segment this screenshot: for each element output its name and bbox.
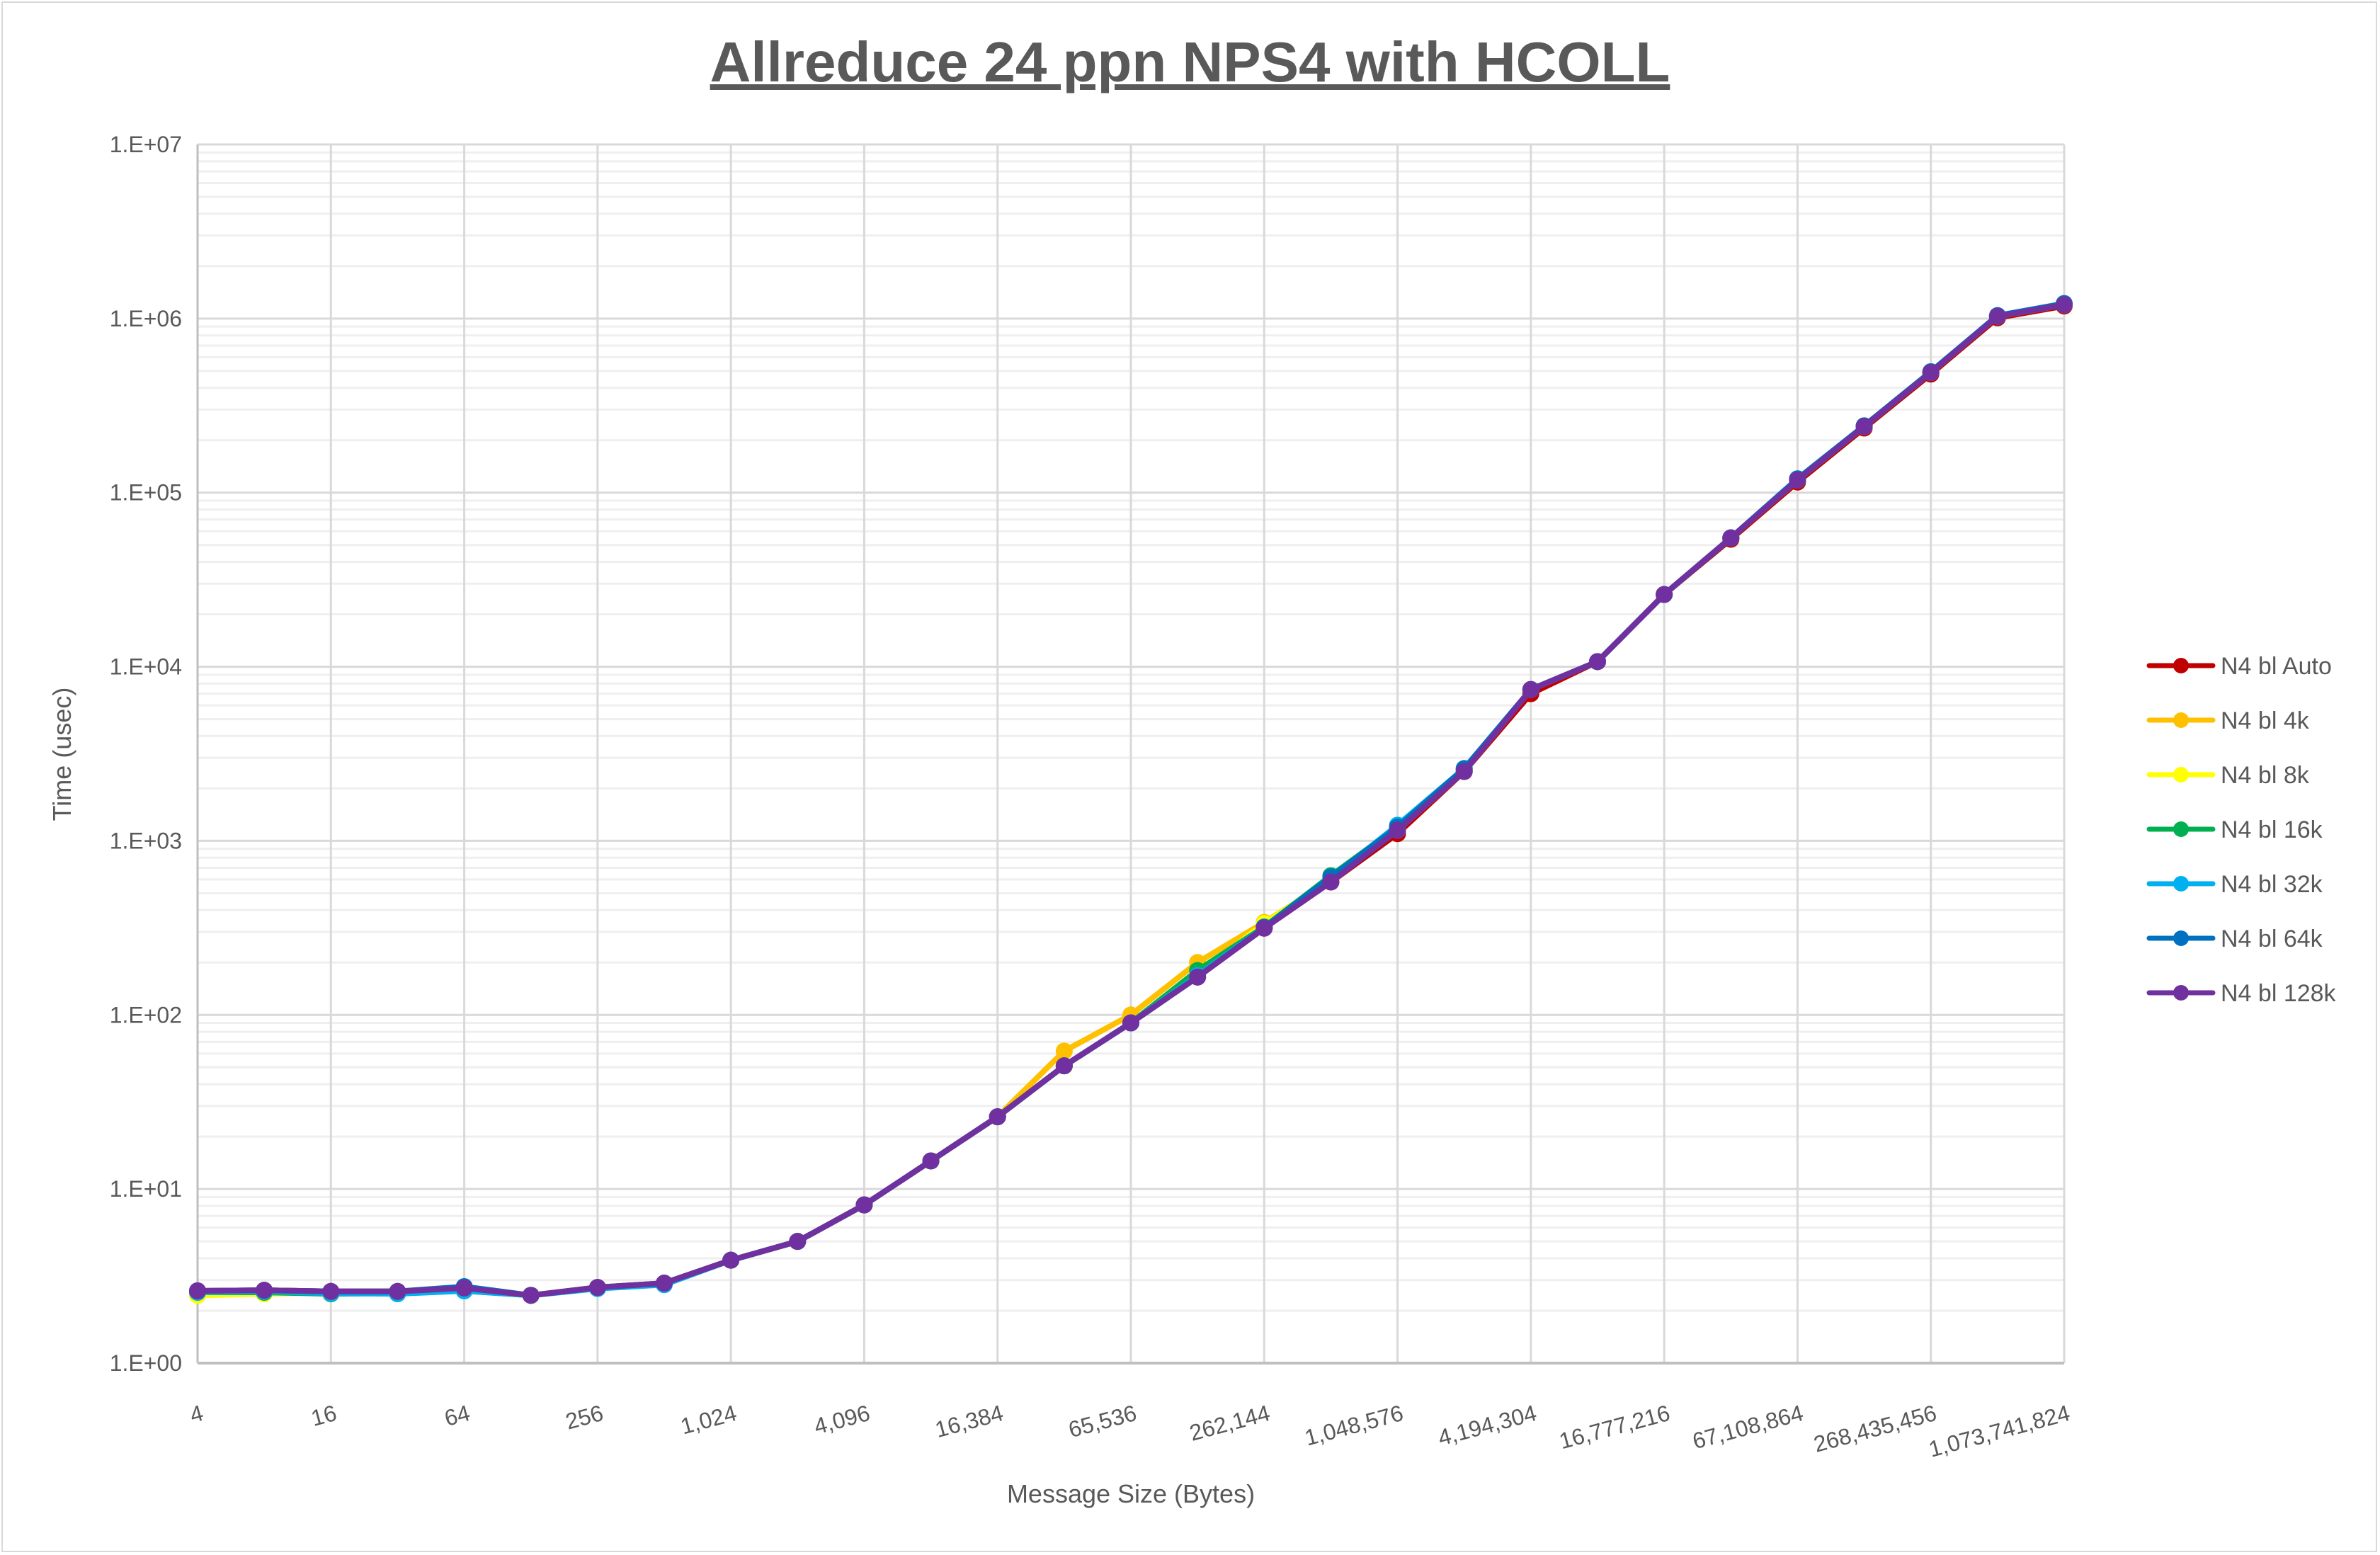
legend-swatch-marker — [2173, 767, 2189, 782]
data-point — [1189, 968, 1207, 986]
x-tick-label: 16,384 — [933, 1400, 1006, 1442]
data-point — [722, 1251, 740, 1269]
legend-item: N4 bl Auto — [2146, 653, 2332, 680]
data-point — [1789, 472, 1806, 489]
x-tick-label: 16 — [308, 1400, 339, 1431]
data-point — [656, 1275, 673, 1292]
data-point — [1389, 821, 1406, 839]
legend-item: N4 bl 32k — [2146, 871, 2323, 898]
data-point — [1589, 653, 1606, 671]
x-tick-label: 1,048,576 — [1302, 1400, 1406, 1451]
x-axis-label: Message Size (Bytes) — [1007, 1479, 1255, 1508]
data-point — [522, 1287, 540, 1304]
legend-label: N4 bl 16k — [2221, 816, 2323, 843]
y-tick-label: 1.E+02 — [110, 1002, 182, 1027]
legend: N4 bl Auto N4 bl 4k N4 bl 8k N4 bl 16k N4 bl… — [2146, 653, 2337, 1007]
x-tick-label: 1,024 — [678, 1400, 739, 1439]
x-tick-label: 1,073,741,824 — [1926, 1400, 2073, 1462]
data-point — [1256, 919, 1273, 937]
chart-title: Allreduce 24 ppn NPS4 with HCOLL — [710, 30, 1670, 93]
y-tick-label: 1.E+00 — [110, 1350, 182, 1376]
data-point — [922, 1152, 940, 1170]
legend-swatch-marker — [2173, 985, 2189, 1001]
data-point — [455, 1279, 473, 1297]
data-point — [588, 1279, 606, 1297]
x-tick-label: 67,108,864 — [1690, 1400, 1806, 1454]
data-point — [855, 1196, 873, 1214]
data-point — [2056, 296, 2073, 314]
y-tick-label: 1.E+06 — [110, 306, 182, 331]
data-point — [1855, 418, 1873, 435]
legend-label: N4 bl 4k — [2221, 707, 2310, 734]
y-tick-label: 1.E+07 — [110, 132, 182, 157]
data-point — [789, 1233, 807, 1251]
x-tick-label: 262,144 — [1187, 1400, 1272, 1446]
x-tick-label: 16,777,216 — [1556, 1400, 1673, 1454]
legend-swatch-marker — [2173, 712, 2189, 728]
data-point — [1055, 1042, 1073, 1060]
data-point — [322, 1282, 340, 1300]
data-point — [989, 1108, 1006, 1126]
x-tick-label: 4 — [187, 1400, 206, 1428]
legend-item: N4 bl 16k — [2146, 816, 2323, 843]
data-point — [256, 1282, 273, 1299]
data-point — [389, 1282, 406, 1300]
series-lines — [189, 295, 2073, 1304]
data-point — [1055, 1057, 1073, 1075]
gridlines — [196, 143, 2066, 1365]
legend-label: N4 bl 8k — [2221, 762, 2310, 789]
data-point — [1722, 529, 1740, 547]
data-point — [1656, 586, 1673, 603]
x-tick-label: 256 — [563, 1400, 606, 1435]
legend-label: N4 bl 128k — [2221, 980, 2337, 1007]
data-point — [1922, 364, 1940, 382]
y-tick-label: 1.E+03 — [110, 828, 182, 853]
data-point — [189, 1282, 206, 1299]
legend-item: N4 bl 8k — [2146, 762, 2310, 789]
legend-label: N4 bl 64k — [2221, 925, 2323, 952]
x-tick-label: 4,096 — [812, 1400, 873, 1439]
legend-swatch-marker — [2173, 876, 2189, 892]
legend-swatch-marker — [2173, 821, 2189, 837]
data-point — [1455, 763, 1473, 780]
legend-item: N4 bl 128k — [2146, 980, 2337, 1007]
data-point — [1122, 1014, 1139, 1032]
y-axis-label: Time (usec) — [47, 688, 76, 821]
legend-label: N4 bl 32k — [2221, 871, 2323, 898]
y-tick-label: 1.E+04 — [110, 654, 182, 680]
x-tick-label: 64 — [442, 1400, 473, 1431]
series-n4-bl-128k — [189, 296, 2073, 1304]
axes: 1.E+00 1.E+01 1.E+02 1.E+03 1.E+04 1.E+05 1.E+… — [110, 132, 2073, 1462]
x-tick-label: 4,194,304 — [1435, 1400, 1539, 1451]
legend-item: N4 bl 64k — [2146, 925, 2323, 952]
legend-item: N4 bl 4k — [2146, 707, 2310, 734]
legend-swatch-marker — [2173, 658, 2189, 673]
legend-label: N4 bl Auto — [2221, 653, 2332, 680]
y-tick-label: 1.E+01 — [110, 1176, 182, 1202]
x-tick-label: 65,536 — [1066, 1400, 1139, 1442]
y-tick-label: 1.E+05 — [110, 480, 182, 506]
legend-swatch-marker — [2173, 930, 2189, 946]
data-point — [1522, 680, 1539, 698]
x-tick-label: 268,435,456 — [1811, 1400, 1939, 1457]
data-point — [1322, 873, 1340, 891]
data-point — [1988, 307, 2006, 325]
